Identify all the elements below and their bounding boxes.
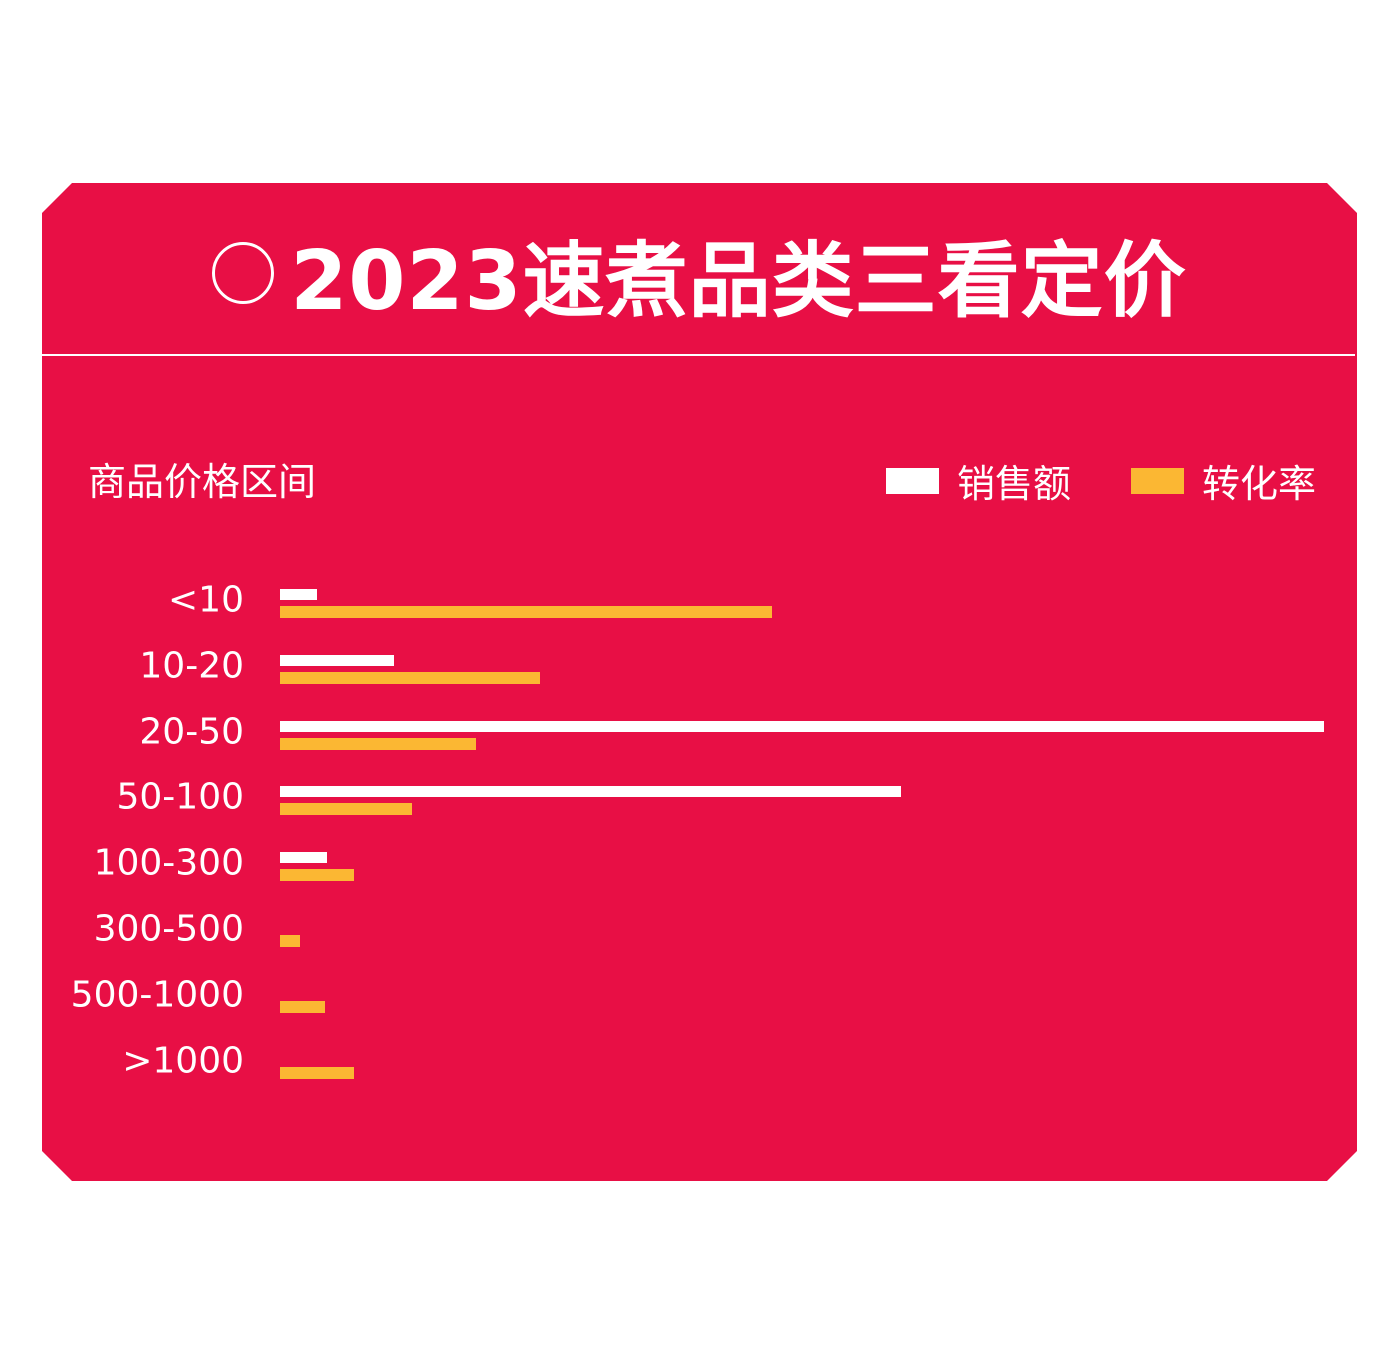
bar-conversion <box>280 935 300 947</box>
bar-sales <box>280 654 394 666</box>
bar-conversion <box>280 869 355 882</box>
category-label: 10-20 <box>139 645 244 687</box>
bar-conversion <box>280 1066 355 1079</box>
bar-sales <box>280 786 902 798</box>
legend-swatch-conversion <box>1131 467 1184 494</box>
circle-outline-icon <box>212 242 275 304</box>
bar-conversion <box>280 606 772 618</box>
legend-item-sales: 销售额 <box>886 453 1071 508</box>
legend-label-conversion: 转化率 <box>1202 462 1317 506</box>
bar-sales <box>280 589 317 600</box>
category-label: 500-1000 <box>70 974 244 1016</box>
bar-conversion <box>280 671 540 684</box>
category-label: <10 <box>168 579 244 621</box>
bar-chart: <10 10-20 20-50 50-100 100-300 300-500 500-100… <box>42 183 1357 1181</box>
bar-sales <box>280 720 1324 732</box>
y-axis-title: 商品价格区间 <box>88 460 317 504</box>
legend-item-conversion: 转化率 <box>1131 453 1316 508</box>
bar-conversion <box>280 737 477 750</box>
category-label: 300-500 <box>93 908 244 950</box>
title-row: 2023速煮品类三看定价 <box>42 223 1357 329</box>
category-label: 20-50 <box>139 711 244 753</box>
legend-swatch-sales <box>886 467 939 494</box>
category-label: >1000 <box>122 1040 244 1082</box>
title-divider <box>42 354 1355 356</box>
bar-conversion <box>280 1000 325 1013</box>
category-label: 100-300 <box>93 842 244 884</box>
bar-conversion <box>280 803 412 816</box>
bar-sales <box>280 852 327 864</box>
legend-label-sales: 销售额 <box>957 462 1072 506</box>
category-label: 50-100 <box>116 776 244 818</box>
chart-panel: 2023速煮品类三看定价 商品价格区间 销售额 转化率 <10 10-20 20-5… <box>42 183 1357 1181</box>
chart-title: 2023速煮品类三看定价 <box>290 233 1187 329</box>
